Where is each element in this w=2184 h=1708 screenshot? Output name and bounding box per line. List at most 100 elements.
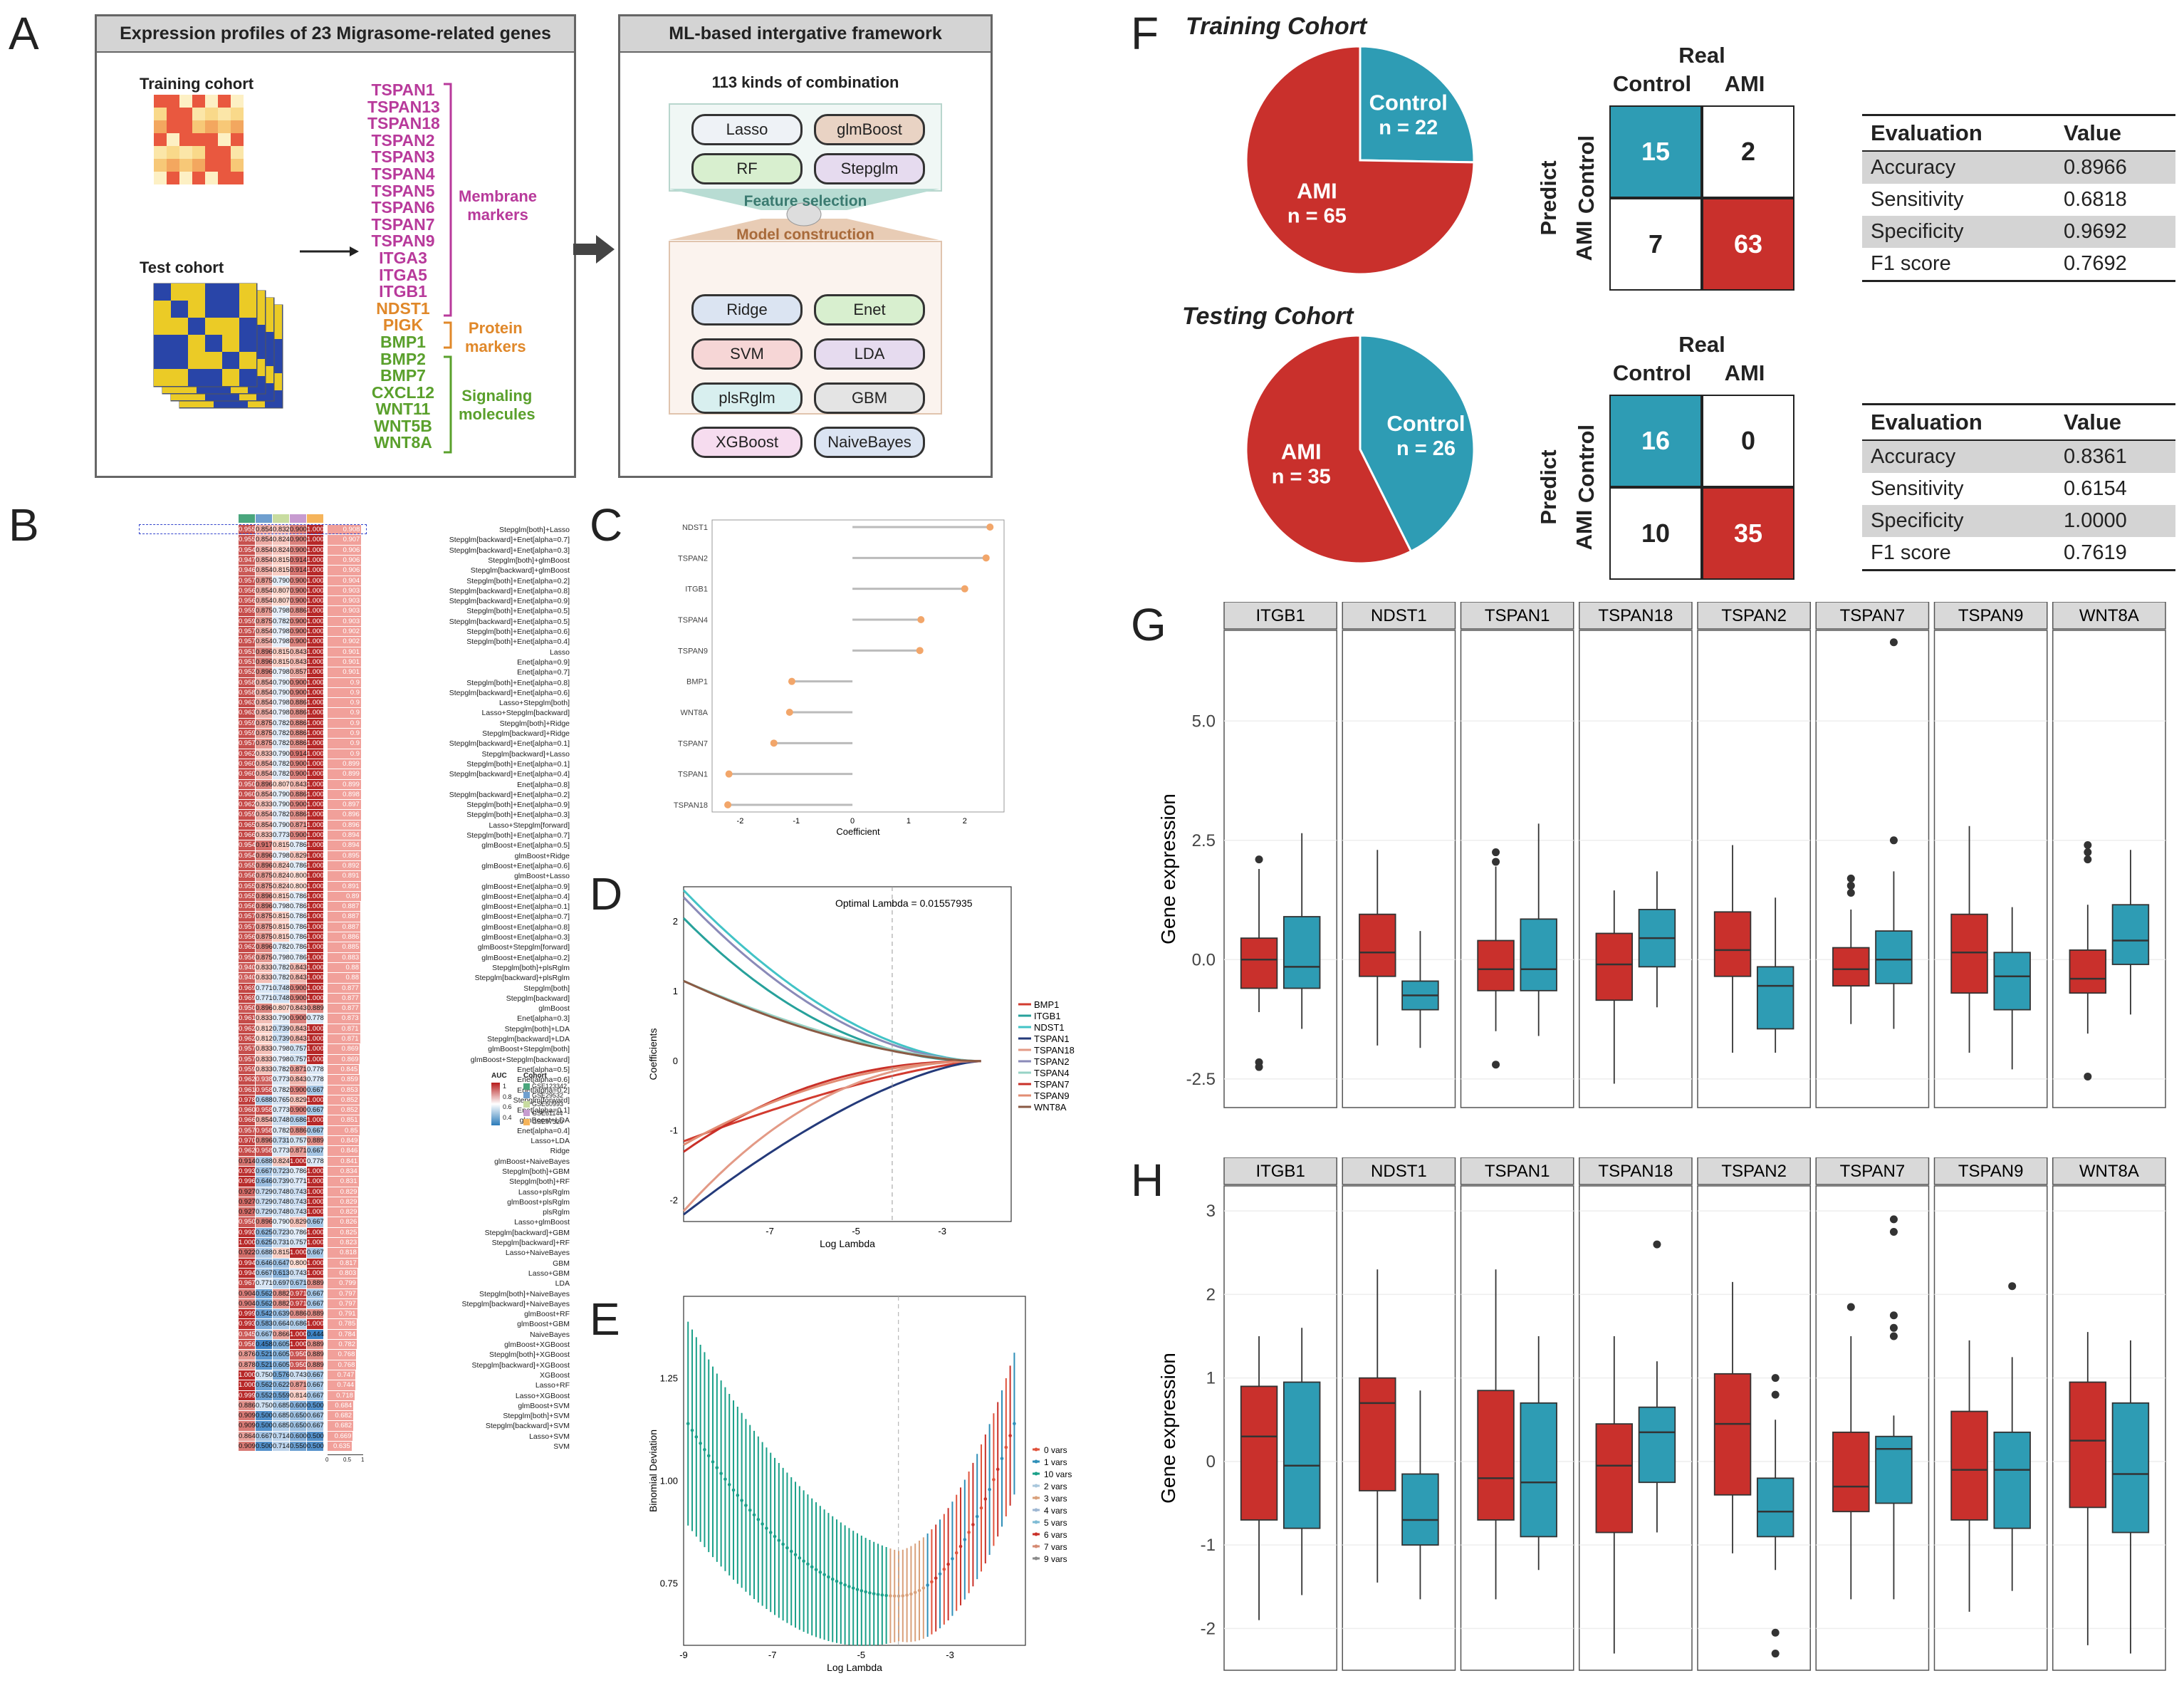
heatmap-cell: 1.000 — [307, 627, 324, 637]
heatmap-cell: 0.896 — [256, 657, 273, 667]
heatmap-cell: 1.000 — [307, 800, 324, 810]
cohort-legend: GSE123342 GSE29532 GSE60993 GSE61144 GSE9732… — [523, 1082, 567, 1127]
heatmap-cell: 0.940 — [239, 973, 256, 983]
heatmap-cell: 0.959 — [239, 616, 256, 627]
heat-cell — [154, 133, 167, 146]
cohort-legend-item: GSE61144 — [523, 1109, 567, 1118]
heatmap-cell: 0.871 — [290, 1146, 307, 1156]
heatmap-cell: 0.688 — [256, 1248, 273, 1258]
lollipop-point — [986, 524, 994, 531]
heatmap-row-label: Enet[alpha=0.2] — [517, 1085, 570, 1095]
panel-b-heatmap: Stepglm[both]+Lasso 0.955 0.854 0.832 0.900 1… — [0, 509, 570, 1699]
heatmap-cell: 0.896 — [256, 1217, 273, 1227]
heatmap-cell: 0.957 — [239, 739, 256, 749]
heatmap-cell: 0.686 — [290, 1319, 307, 1329]
heat-cell — [154, 120, 167, 133]
auc-tick: 0.8 — [503, 1093, 512, 1100]
heatmap-cell: 0.938 — [256, 1075, 273, 1085]
mean-auc-bar: 0.747 — [328, 1370, 356, 1380]
panel-letter-h: H — [1131, 1155, 1164, 1206]
heatmap-row-label: glmBoost+XGBoost — [504, 1340, 570, 1349]
pie-n-control: n = 26 — [1396, 437, 1456, 460]
heatmap-cell: 0.854 — [256, 566, 273, 576]
heatmap-row-label: Stepglm[backward]+Enet[alpha=0.1] — [449, 739, 570, 749]
test-cell — [154, 283, 171, 301]
panel-a-right-box: ML-based intergative framework 113 kinds… — [618, 14, 993, 478]
box-AMI — [1950, 913, 1988, 994]
test-cell — [222, 352, 239, 369]
box-AMI — [1713, 911, 1752, 977]
heatmap-cell: 0.686 — [290, 1115, 307, 1125]
legend-label: 7 vars — [1044, 1542, 1067, 1552]
mean-auc-bar: 0.682 — [328, 1411, 354, 1421]
x-axis-label: Log Lambda — [827, 1662, 882, 1673]
cm-cell: 10 — [1609, 487, 1702, 580]
pie-slice-ami — [1245, 334, 1413, 565]
heatmap-cell: 1.000 — [307, 1268, 324, 1279]
heatmap-cell: 0.786 — [290, 942, 307, 952]
heatmap-cell: 0.790 — [273, 1217, 290, 1227]
heat-cell — [231, 172, 244, 184]
outlier-point — [1846, 1303, 1855, 1311]
heatmap-cell: 0.896 — [256, 779, 273, 789]
heatmap-row-label: Lasso+Stepglm[both] — [499, 699, 570, 708]
mean-auc-bar: 0.896 — [328, 820, 361, 830]
panel-c-lollipop: NDST1 TSPAN2 ITGB1 TSPAN4 TSPAN9 BMP1 WNT8A TSP… — [674, 519, 1005, 837]
cv-point — [777, 1538, 781, 1542]
box-Control — [1756, 966, 1794, 1030]
heatmap-cell: 0.782 — [273, 1125, 290, 1136]
heatmap-row-label: Stepglm[backward]+Enet[alpha=0.6] — [449, 688, 570, 697]
heatmap-cell: 0.843 — [290, 1075, 307, 1085]
mean-auc-bar: 0.895 — [328, 850, 361, 860]
heatmap-cell: 0.909 — [239, 1442, 256, 1452]
facet-strip — [1460, 1157, 1574, 1185]
heatmap-cell: 0.824 — [273, 535, 290, 545]
heatmap-cell: 0.639 — [273, 1309, 290, 1319]
cv-point — [699, 1442, 702, 1445]
pill-xgboost: XGBoost — [691, 427, 803, 458]
heatmap-cell: 0.778 — [307, 1014, 324, 1024]
box-AMI — [1832, 947, 1870, 987]
heat-cell — [218, 95, 231, 108]
mean-auc-bar: 0.877 — [328, 993, 360, 1004]
heatmap-cell: 0.782 — [273, 759, 290, 769]
pill-lasso: Lasso — [691, 114, 803, 145]
heatmap-cell: 0.900 — [290, 585, 307, 596]
heatmap-cell: 0.798 — [273, 698, 290, 708]
heatmap-cell: 0.900 — [290, 545, 307, 555]
facet-strip — [1815, 602, 1930, 630]
x-tick: 0 — [850, 817, 855, 826]
heatmap-cell: 0.950 — [239, 1004, 256, 1014]
facet-panel — [1815, 630, 1930, 1108]
mean-auc-bar: 0.906 — [328, 566, 362, 576]
mean-auc-bar: 0.785 — [328, 1319, 357, 1329]
heatmap-cell: 0.843 — [290, 1024, 307, 1034]
heatmap-row-label: Enet[alpha=0.8] — [517, 780, 570, 789]
heat-cell — [167, 159, 179, 172]
mean-auc-bar: 0.851 — [328, 1115, 360, 1125]
heat-cell — [167, 133, 179, 146]
heatmap-cell: 0.790 — [273, 687, 290, 698]
heatmap-row-label: glmBoost+Stepglm[backward] — [470, 1055, 570, 1064]
heatmap-cell: 1.000 — [307, 647, 324, 657]
heatmap-cell: 0.956 — [239, 596, 256, 606]
cohort-name: GSE123342 — [532, 1083, 568, 1090]
heatmap-cell: 0.876 — [239, 1350, 256, 1360]
auc-legend-ticks: 1 0.8 0.6 0.4 — [503, 1081, 512, 1123]
heatmap-cell: 0.786 — [290, 912, 307, 922]
y-axis-label: Gene expression — [1157, 793, 1179, 944]
test-cell — [188, 352, 205, 369]
legend-label: WNT8A — [1034, 1102, 1067, 1113]
heatmap-cell: 0.667 — [307, 1411, 324, 1421]
test-cell — [171, 318, 188, 335]
heatmap-cell: 0.969 — [239, 983, 256, 993]
arrow-head — [350, 246, 359, 256]
heatmap-cell: 1.000 — [307, 1197, 324, 1207]
x-tick: -3 — [938, 1226, 946, 1236]
heatmap-cell: 1.000 — [307, 698, 324, 708]
mean-auc-bar: 0.869 — [328, 1044, 360, 1054]
auc-tick: 0.6 — [503, 1103, 512, 1110]
heatmap-cell: 0.500 — [307, 1431, 324, 1442]
heatmap-cell: 0.900 — [290, 596, 307, 606]
